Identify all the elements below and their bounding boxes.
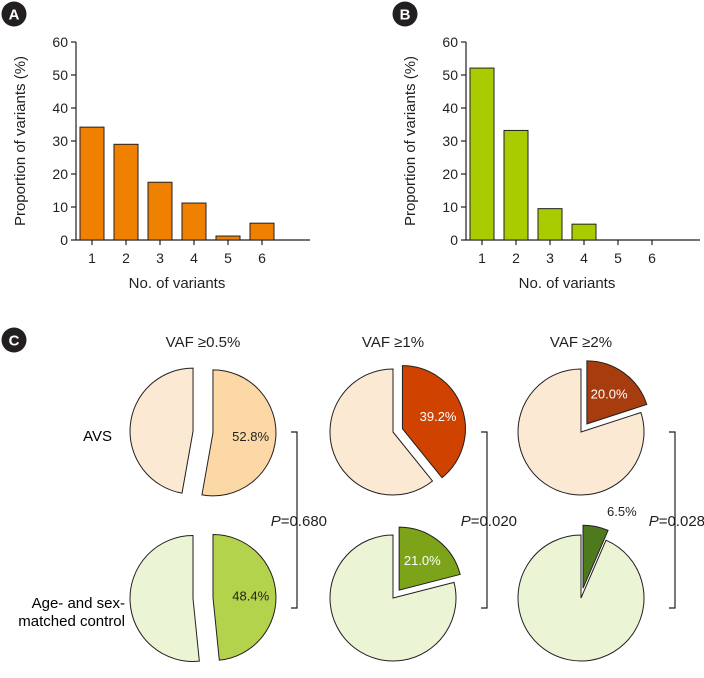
pie-highlight-slice xyxy=(201,369,277,497)
p-value-label: P=0.020 xyxy=(461,513,517,530)
panel-a-y-tick-label: 30 xyxy=(52,133,68,149)
pie-slice-label: 52.8% xyxy=(232,429,269,444)
pie-remainder-slice xyxy=(129,367,194,494)
pie-column-header: VAF ≥0.5% xyxy=(166,334,241,351)
panel-a-x-tick-label: 2 xyxy=(122,250,130,266)
significance-bracket xyxy=(481,431,488,609)
panel-a-x-tick-label: 5 xyxy=(224,250,232,266)
panel-b-x-tick-label: 2 xyxy=(512,250,520,266)
panel-a-x-tick-label: 4 xyxy=(190,250,198,266)
pie-remainder-slice xyxy=(329,534,457,662)
panel-b-y-tick-label: 10 xyxy=(442,199,458,215)
panel-b-y-axis-title: Proportion of variants (%) xyxy=(402,56,419,226)
panel-b-y-tick-label: 50 xyxy=(442,67,458,83)
panel-a-label: A xyxy=(9,7,20,24)
pie-slice-label: 48.4% xyxy=(232,589,269,604)
panel-b-label: B xyxy=(400,7,411,24)
panel-b-bar-2 xyxy=(503,129,529,241)
pie-remainder-slice xyxy=(329,368,434,496)
pie-column-header: VAF ≥1% xyxy=(362,334,424,351)
panel-b-x-tick-label: 1 xyxy=(478,250,486,266)
panel-a-x-tick-label: 1 xyxy=(88,250,96,266)
panel-a-bar-4 xyxy=(181,202,207,241)
panel-a-bar-2 xyxy=(113,143,139,241)
panel-b-bar-4 xyxy=(571,223,597,241)
panel-a-bar-1 xyxy=(79,126,105,241)
panel-a-y-tick-label: 50 xyxy=(52,67,68,83)
row-label-control-line1: Age- and sex- xyxy=(32,595,125,612)
bar-chart-panel-b: 0 10 20 30 40 50 60 1 2 3 4 5 6 No. of variants Propor… xyxy=(402,34,700,292)
p-value-label: P=0.680 xyxy=(271,513,327,530)
pie-remainder-slice xyxy=(517,534,645,662)
panel-b-x-tick-label: 3 xyxy=(546,250,554,266)
pie-remainder-slice xyxy=(517,368,645,496)
panel-a-x-tick-label: 3 xyxy=(156,250,164,266)
pie-slice-label: 39.2% xyxy=(420,409,457,424)
panel-a-bar-5 xyxy=(215,235,241,241)
panel-b-x-tick-label: 5 xyxy=(614,250,622,266)
panel-a-y-tick-label: 60 xyxy=(52,34,68,50)
pie-highlight-slice xyxy=(586,360,648,425)
panel-b-bar-1 xyxy=(469,67,495,241)
panel-a-x-tick-label: 6 xyxy=(258,250,266,266)
panel-b-y-tick-label: 20 xyxy=(442,166,458,182)
pie-column-header: VAF ≥2% xyxy=(550,334,612,351)
panel-b-y-tick-label: 40 xyxy=(442,100,458,116)
panel-b-x-tick-label: 6 xyxy=(648,250,656,266)
row-label-control-line2: matched control xyxy=(18,613,125,630)
panel-b-x-tick-label: 4 xyxy=(580,250,588,266)
panel-a-y-tick-label: 20 xyxy=(52,166,68,182)
pie-highlight-slice xyxy=(401,365,466,479)
panel-b-bar-3 xyxy=(537,208,563,241)
pie-highlight-slice xyxy=(582,524,609,589)
pie-remainder-slice xyxy=(129,534,200,662)
panel-b-badge: B xyxy=(392,1,418,27)
pie-slice-label: 6.5% xyxy=(607,504,637,519)
panel-b-y-tick-label: 0 xyxy=(450,232,458,248)
pie-slice-label: 21.0% xyxy=(404,553,441,568)
pie-slice-label: 20.0% xyxy=(591,386,628,401)
panel-c-badge: C xyxy=(1,327,27,353)
panel-a-y-axis-title: Proportion of variants (%) xyxy=(12,56,29,226)
panel-b-y-tick-label: 30 xyxy=(442,133,458,149)
panel-c-label: C xyxy=(9,333,20,350)
panel-a-bar-6 xyxy=(249,222,275,241)
significance-bracket xyxy=(291,431,298,609)
panel-a-x-axis-title: No. of variants xyxy=(129,275,226,292)
panel-b-y-tick-label: 60 xyxy=(442,34,458,50)
panel-a-bar-3 xyxy=(147,181,173,241)
pie-highlight-slice xyxy=(212,533,277,661)
bar-chart-panel-a: 0 10 20 30 40 50 60 1 2 3 4 5 6 No. of variants Propor… xyxy=(12,34,310,292)
significance-bracket xyxy=(669,431,676,609)
panel-a-y-tick-label: 40 xyxy=(52,100,68,116)
panel-a-y-tick-label: 0 xyxy=(60,232,68,248)
pie-highlight-slice xyxy=(398,526,461,591)
panel-a-y-tick-label: 10 xyxy=(52,199,68,215)
row-label-avs: AVS xyxy=(83,428,112,445)
pie-chart-panel-c: VAF ≥0.5% VAF ≥1% VAF ≥2% 52.8% 39.2% 20.0% 48… xyxy=(129,334,704,662)
panel-a-badge: A xyxy=(1,1,27,27)
panel-b-x-axis-title: No. of variants xyxy=(519,275,616,292)
p-value-label: P=0.028 xyxy=(649,513,704,530)
